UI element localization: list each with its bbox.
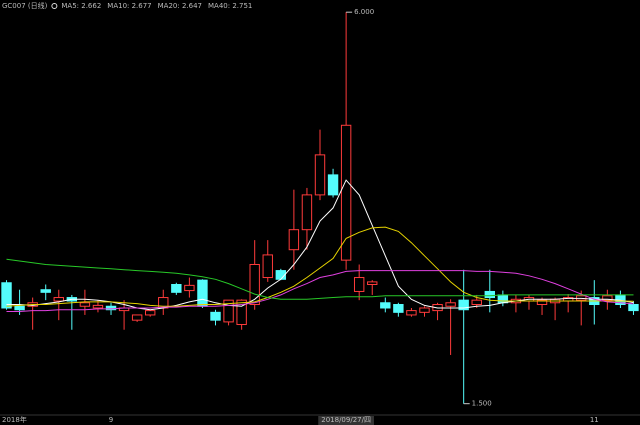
candle-body — [406, 310, 417, 316]
ma-line — [6, 258, 634, 300]
candle-body — [458, 299, 469, 311]
legend-entry: MA10: 2.677 — [107, 2, 151, 10]
candle-body — [79, 302, 91, 307]
candle-body — [602, 295, 613, 301]
candle-body — [288, 229, 300, 251]
candle-body — [536, 299, 548, 306]
candle-body — [353, 277, 365, 292]
annotation-label: 1.500 — [472, 400, 492, 408]
candle-body — [131, 314, 143, 321]
candle-body — [197, 279, 208, 307]
candle-body — [171, 283, 182, 293]
candle-body — [14, 305, 25, 311]
candle-body — [210, 311, 221, 321]
candle-body — [340, 124, 352, 261]
candle-body — [249, 263, 260, 306]
candle-body — [327, 174, 339, 196]
x-tick-label: 9 — [109, 416, 113, 424]
legend-entry: MA20: 2.647 — [158, 2, 202, 10]
legend-icon — [51, 3, 58, 9]
candle-body — [301, 194, 313, 231]
candle-body — [236, 299, 247, 326]
legend: GC007 (日线) MA5: 2.662 MA10: 2.677 MA20: 2.… — [2, 1, 252, 10]
candle-body — [393, 304, 404, 313]
candle-body — [628, 304, 639, 312]
x-tick-label: 2018/09/27/四 — [321, 416, 371, 424]
candle-body — [105, 305, 117, 311]
candle-body — [53, 297, 64, 302]
candle-body — [40, 289, 51, 293]
candle-body — [262, 254, 273, 279]
candle-body — [92, 304, 104, 309]
annotation-label: 6.000 — [354, 8, 374, 16]
candle-body — [223, 299, 234, 323]
candle-body — [1, 282, 12, 309]
candle-body — [419, 307, 430, 313]
candle-body — [145, 310, 156, 316]
candle-body — [184, 284, 195, 292]
candle-body — [314, 154, 326, 196]
ma-line — [6, 270, 634, 312]
candle-body — [445, 302, 456, 307]
candle-body — [497, 294, 509, 304]
candle-body — [484, 290, 495, 299]
candle-body — [380, 302, 391, 309]
x-tick-label: 11 — [590, 416, 599, 424]
crosshair-label-box — [318, 416, 374, 425]
chart-title: GC007 (日线) — [2, 1, 48, 10]
ma-line — [6, 226, 634, 307]
legend-entry: MA5: 2.662 — [61, 2, 101, 10]
legend-entry: MA40: 2.751 — [208, 2, 252, 10]
x-tick-label: 2018年 — [2, 415, 27, 424]
candle-body — [471, 299, 482, 306]
candle-body — [367, 281, 378, 285]
